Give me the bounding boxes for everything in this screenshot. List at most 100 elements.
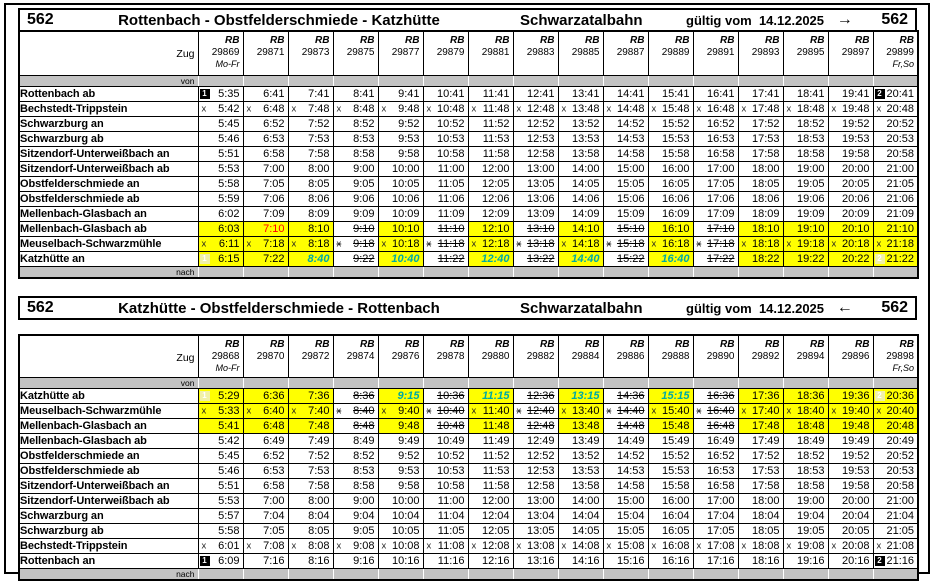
time-value: 19:22 <box>796 252 825 265</box>
time-value: 10:00 <box>391 494 420 507</box>
time-cell: 15:10 <box>602 220 649 237</box>
band-cell <box>287 74 333 87</box>
time-value: 10:48 <box>436 102 465 115</box>
time-cell: 7:52 <box>287 115 334 132</box>
time-cell: 12:58 <box>512 477 559 494</box>
time-cell: 9:10 <box>332 220 379 237</box>
time-value: 20:52 <box>886 117 914 130</box>
time-value: 20:05 <box>841 524 870 537</box>
direction-left-arrow-icon: ← <box>836 299 853 316</box>
time-value: 11:48 <box>482 419 510 432</box>
time-value: 13:53 <box>571 464 600 477</box>
time-cell: 10:58 <box>422 145 469 162</box>
time-value: 15:58 <box>661 479 690 492</box>
crossing-symbol: x <box>336 540 342 551</box>
time-value: 17:08 <box>706 539 735 552</box>
time-value: 16:09 <box>661 207 690 220</box>
band-cell <box>602 376 648 389</box>
band-cell <box>647 376 693 389</box>
time-value: 8:36 <box>353 389 375 402</box>
time-value: 6:41 <box>263 87 285 100</box>
time-value: 8:58 <box>353 479 375 492</box>
train-column-header: RB 29869 Mo-Fr <box>197 31 243 75</box>
time-value: 10:53 <box>436 464 465 477</box>
time-value: 20:09 <box>841 207 870 220</box>
time-value: 18:06 <box>751 192 780 205</box>
time-cell: 7:09 <box>242 205 289 222</box>
time-cell: 10:58 <box>422 477 469 494</box>
time-value: 9:49 <box>398 434 420 447</box>
route-number-left: 562 <box>27 11 54 28</box>
time-cell: 13:49 <box>557 432 604 449</box>
time-value: 6:58 <box>263 147 285 160</box>
time-cell: 5:45 <box>197 447 244 464</box>
time-value: 12:36 <box>526 389 555 402</box>
band-cell <box>377 376 423 389</box>
time-value: 14:10 <box>571 222 600 235</box>
time-cell: x 18:48 <box>782 100 829 117</box>
time-value: 19:16 <box>796 554 825 567</box>
time-value: 5:51 <box>218 479 240 492</box>
crossing-symbol: x <box>606 405 612 416</box>
station-name: Rottenbach an <box>18 552 199 569</box>
time-value: 15:48 <box>661 102 690 115</box>
station-row: Mellenbach-Glasbach an 5:41 6:48 7:48 8:48 9:… <box>18 417 919 434</box>
time-value: 12:09 <box>481 207 510 220</box>
crossing-symbol: x <box>381 540 387 551</box>
band-cell <box>242 265 288 278</box>
time-value: 20:53 <box>886 132 914 145</box>
time-value: 15:18 <box>616 237 645 250</box>
time-cell: 20:53 <box>872 130 919 147</box>
time-value: 11:53 <box>482 132 510 145</box>
time-value: 18:48 <box>796 102 825 115</box>
time-value: 11:48 <box>482 102 510 115</box>
train-column-header: RB 29883 <box>512 31 558 75</box>
time-value: 18:10 <box>751 222 780 235</box>
crossing-symbol: x <box>471 103 477 114</box>
train-number: 29882 <box>526 351 555 362</box>
footnote-marker: 2 <box>874 88 885 99</box>
train-type-label: RB <box>225 339 240 350</box>
time-value: 13:22 <box>526 252 555 265</box>
time-cell: 6:03 <box>197 220 244 237</box>
time-cell: 18:53 <box>782 462 829 479</box>
time-value: 18:40 <box>796 404 825 417</box>
train-number: 29885 <box>571 47 600 58</box>
time-cell: 2 20:41 <box>872 85 919 102</box>
time-value: 14:58 <box>616 147 645 160</box>
time-value: 15:48 <box>661 419 690 432</box>
band-cell <box>782 567 828 580</box>
time-cell: 11:04 <box>422 507 469 524</box>
time-cell: 14:52 <box>602 115 649 132</box>
time-cell: 15:22 <box>602 250 649 267</box>
time-value: 21:00 <box>886 494 914 507</box>
time-cell: 14:53 <box>602 462 649 479</box>
train-type-label: RB <box>315 339 330 350</box>
time-cell: 6:36 <box>242 387 289 404</box>
time-value: 8:05 <box>308 524 330 537</box>
time-cell: x 15:48 <box>647 100 694 117</box>
station-name: Schwarzburg an <box>18 507 199 524</box>
time-cell: 18:22 <box>737 250 784 267</box>
time-cell: 16:52 <box>692 447 739 464</box>
time-value: 10:58 <box>436 479 465 492</box>
time-cell: 11:52 <box>467 115 514 132</box>
time-cell: 17:06 <box>692 190 739 207</box>
time-cell: x 15:18 <box>602 235 649 252</box>
time-cell: 6:41 <box>242 85 289 102</box>
time-value: 9:40 <box>398 404 420 417</box>
time-cell: 21:05 <box>872 522 919 539</box>
time-cell: 20:05 <box>827 175 874 192</box>
train-number: 29897 <box>841 47 870 58</box>
time-cell: 16:36 <box>692 387 739 404</box>
time-cell: 8:04 <box>287 507 334 524</box>
band-cell <box>782 376 828 389</box>
time-value: 6:52 <box>263 449 285 462</box>
time-cell: 17:58 <box>737 145 784 162</box>
footnote-marker: 2 <box>874 390 885 401</box>
train-column-header: RB 29871 <box>242 31 288 75</box>
time-value: 17:53 <box>751 464 780 477</box>
train-type-label: RB <box>315 35 330 46</box>
time-value: 15:08 <box>616 539 645 552</box>
time-value: 7:10 <box>263 222 285 235</box>
